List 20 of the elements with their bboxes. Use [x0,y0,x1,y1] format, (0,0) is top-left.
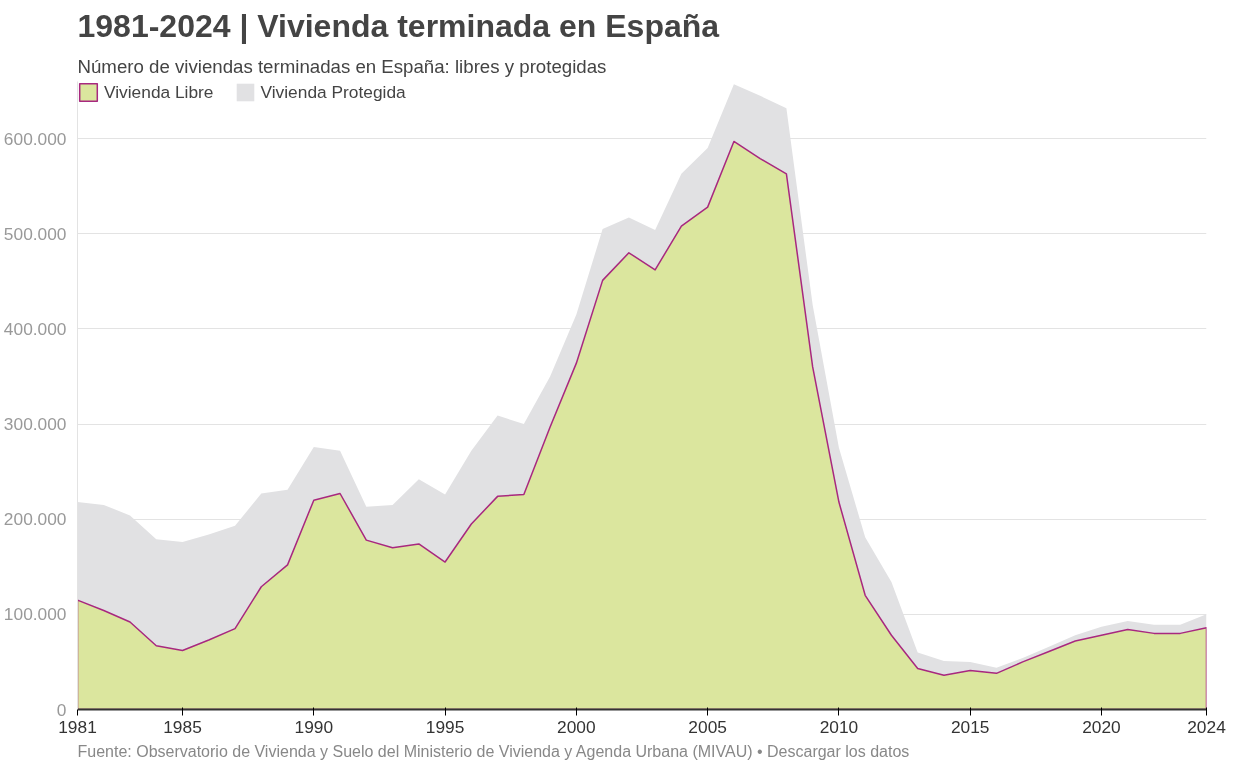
source-note: Fuente: Observatorio de Vivienda y Suelo del Ministerio de Vivienda y Agenda Urbana (MIVAU) • Descargar los datos [77,742,910,760]
legend-label: Vivienda Libre [104,81,214,103]
x-tick-label: 2020 [1082,716,1121,737]
y-tick-label: 500.000 [3,223,67,244]
chart-subtitle: Número de viviendas terminadas en España: libres y protegidas [77,55,607,77]
y-tick-label: 400.000 [3,318,67,339]
y-tick-label: 200.000 [3,509,67,530]
y-tick-label: 600.000 [3,128,67,149]
x-tick-label: 1990 [294,716,334,737]
x-tick-label: 1995 [425,716,465,737]
x-tick-label: 2024 [1187,716,1227,737]
x-tick-label: 2010 [819,716,859,737]
legend-label: Vivienda Protegida [260,81,406,103]
x-tick-label: 2005 [688,716,727,737]
x-tick-label: 1985 [163,716,202,737]
chart-title: 1981-2024 | Vivienda terminada en España [77,7,720,44]
x-tick-label: 2015 [950,716,990,737]
y-tick-label: 100.000 [3,604,67,625]
y-tick-label: 300.000 [3,414,67,435]
x-tick-label: 2000 [557,716,596,737]
